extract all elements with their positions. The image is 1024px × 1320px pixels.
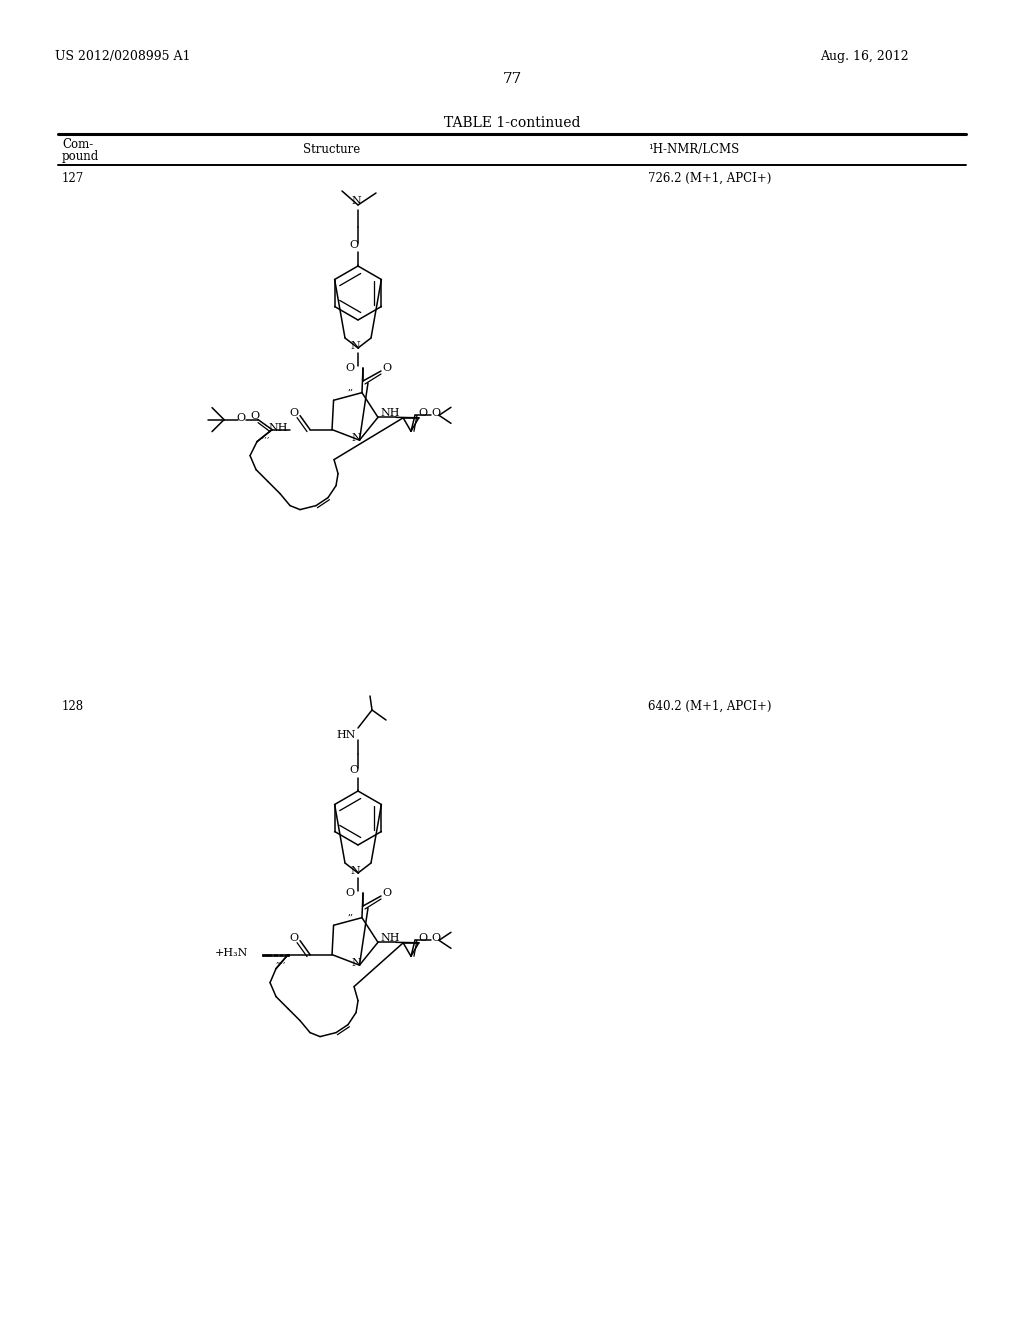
Text: ,,,,: ,,,, [275, 957, 286, 965]
Text: O: O [236, 413, 245, 422]
Text: N: N [351, 433, 361, 444]
Text: +H₃N: +H₃N [215, 948, 248, 957]
Text: TABLE 1-continued: TABLE 1-continued [443, 116, 581, 129]
Text: O: O [290, 408, 299, 417]
Text: O: O [382, 888, 391, 898]
Text: Structure: Structure [303, 143, 360, 156]
Text: ,,: ,, [348, 383, 354, 392]
Text: NH: NH [268, 422, 288, 433]
Text: O: O [431, 933, 440, 944]
Text: O: O [346, 888, 355, 898]
Text: O: O [290, 933, 299, 942]
Text: Aug. 16, 2012: Aug. 16, 2012 [820, 50, 908, 63]
Text: HN: HN [337, 730, 356, 741]
Text: N: N [351, 958, 361, 968]
Text: ¹H-NMR/LCMS: ¹H-NMR/LCMS [648, 143, 739, 156]
Text: N: N [350, 866, 359, 876]
Text: ,,: ,, [348, 908, 354, 917]
Text: O: O [349, 240, 358, 249]
Text: ,,,,: ,,,, [259, 432, 270, 440]
Text: N: N [351, 195, 360, 206]
Text: 128: 128 [62, 700, 84, 713]
Text: 640.2 (M+1, APCI+): 640.2 (M+1, APCI+) [648, 700, 771, 713]
Text: 127: 127 [62, 172, 84, 185]
Text: O: O [431, 408, 440, 418]
Text: NH: NH [381, 933, 400, 944]
Text: N: N [350, 341, 359, 351]
Text: O: O [418, 933, 427, 944]
Text: NH: NH [381, 408, 400, 418]
Text: O: O [349, 766, 358, 775]
Text: Com-: Com- [62, 139, 93, 150]
Text: 77: 77 [503, 73, 521, 86]
Text: O: O [251, 411, 260, 421]
Text: O: O [346, 363, 355, 374]
Text: US 2012/0208995 A1: US 2012/0208995 A1 [55, 50, 190, 63]
Text: pound: pound [62, 150, 99, 162]
Text: O: O [418, 408, 427, 418]
Text: 726.2 (M+1, APCI+): 726.2 (M+1, APCI+) [648, 172, 771, 185]
Text: O: O [382, 363, 391, 374]
